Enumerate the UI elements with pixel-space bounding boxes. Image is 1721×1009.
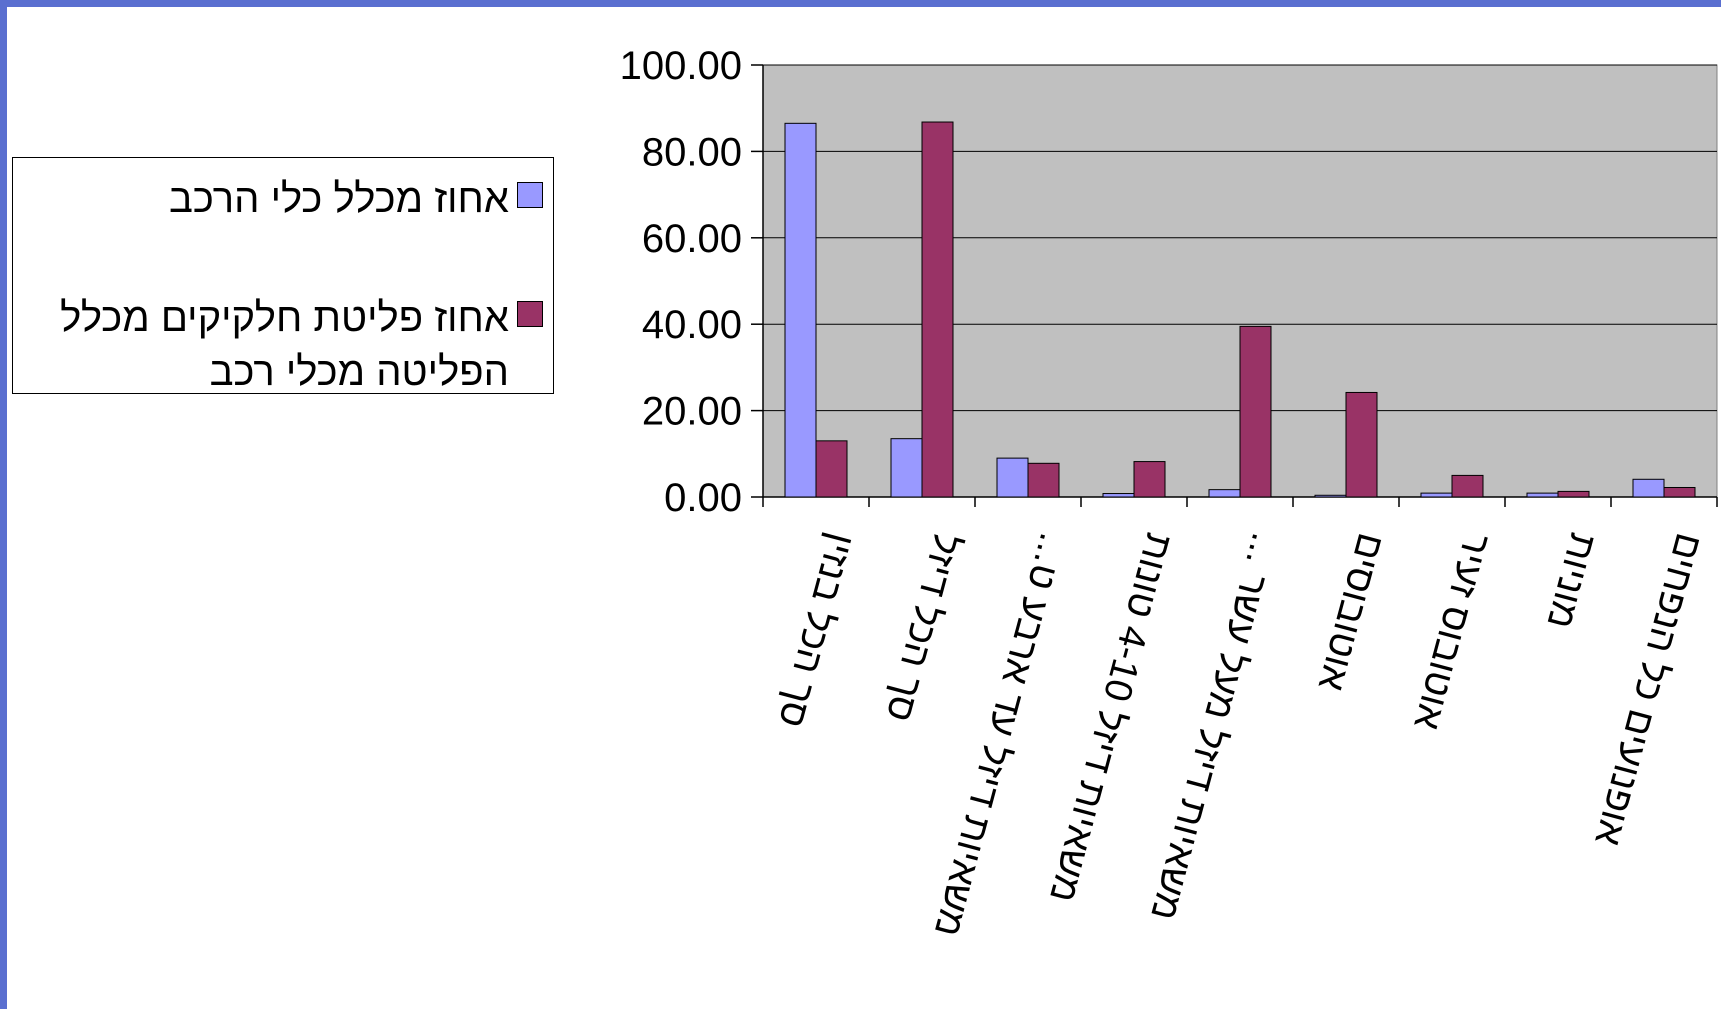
y-tick-label: 0.00 [664,476,742,520]
y-tick-label: 60.00 [642,217,742,261]
bar-series-2 [1239,325,1272,498]
bar-series-2 [815,440,848,498]
top-frame-bar [0,0,1721,7]
bar-series-2 [1663,486,1696,498]
bar-series-2 [921,121,954,498]
x-category-label: אוטובוסים [1310,529,1392,695]
bar-series-1 [1632,478,1665,498]
y-tick-label: 40.00 [642,303,742,347]
bar-series-2 [1027,462,1060,498]
bar-series-2 [1451,474,1484,498]
bar-series-1 [1102,493,1135,498]
x-category-label: אופנועים כל הנפחים [1586,529,1710,850]
bar-series-1 [784,122,817,498]
left-frame-bar [0,0,7,1009]
y-tick-label: 80.00 [642,130,742,174]
bar-series-1 [1526,492,1559,498]
legend-label-series-2: אחוז פליטת חלקיקים מכלל הפליטה מכלי רכב [60,296,509,394]
x-category-label: מוניות [1538,529,1604,633]
bar-series-1 [890,438,923,498]
bar-series-2 [1345,391,1378,498]
legend-item-series-2: אחוז פליטת חלקיקים מכלל הפליטה מכלי רכב [29,291,543,399]
bar-series-1 [1208,489,1241,498]
x-category-label: סך הכל דיזל [877,529,967,726]
legend-label-series-1: אחוז מכלל כלי הרכב [169,177,509,221]
y-tick-label: 100.00 [620,44,742,88]
bar-series-2 [1557,490,1590,498]
legend-item-series-1: אחוז מכלל כלי הרכב [29,172,543,226]
bar-series-1 [996,457,1029,498]
legend-swatch-series-2 [517,301,543,327]
bar-series-2 [1133,461,1166,498]
bar-series-1 [1420,492,1453,498]
legend-swatch-series-1 [517,182,543,208]
x-category-label: אוטובוס זעיר [1405,529,1498,734]
x-category-label: סך הכל בנזין [770,529,862,732]
chart-legend: אחוז מכלל כלי הרכב אחוז פליטת חלקיקים מכ… [12,157,554,394]
bar-series-1 [1314,494,1347,498]
y-tick-label: 20.00 [642,390,742,434]
